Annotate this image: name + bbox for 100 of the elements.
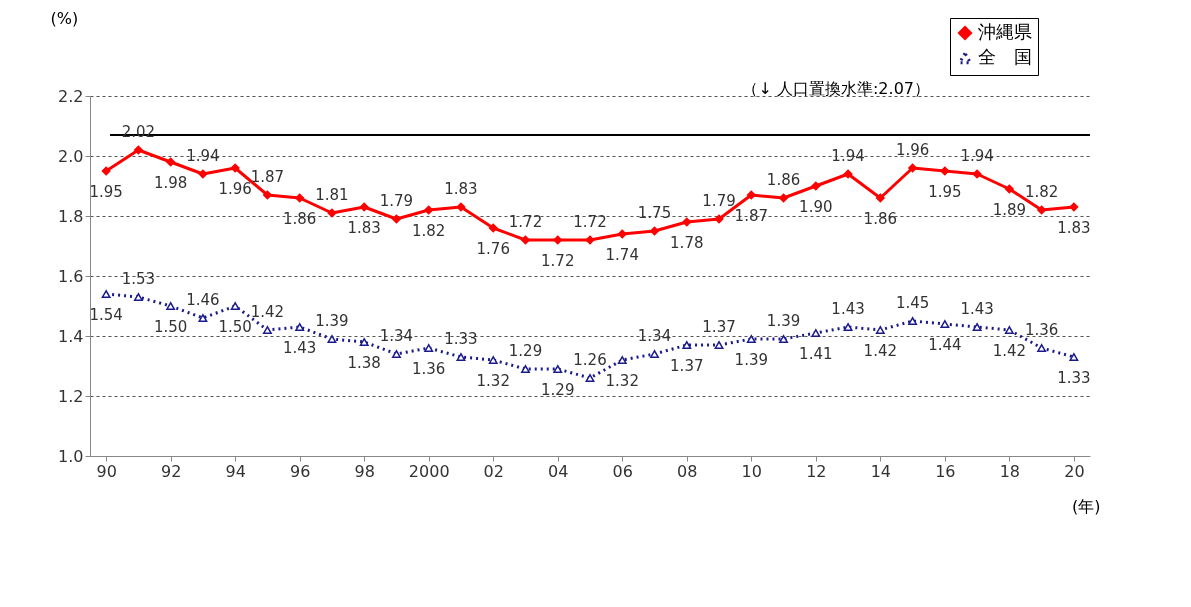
point <box>1004 326 1014 334</box>
x-tick-label: 90 <box>96 461 117 481</box>
data-label: 1.54 <box>89 306 123 324</box>
point <box>327 335 337 343</box>
x-tick-label: 96 <box>290 461 311 481</box>
data-label: 1.72 <box>573 213 607 231</box>
x-tick-label: 94 <box>225 461 246 481</box>
data-label: 1.78 <box>670 234 704 252</box>
point <box>424 205 434 215</box>
y-tick-label: 1.0 <box>58 446 84 466</box>
point <box>230 163 240 173</box>
point <box>456 202 466 212</box>
point <box>617 356 627 364</box>
point <box>875 193 885 203</box>
point <box>359 338 369 346</box>
x-tick-label: 98 <box>354 461 375 481</box>
data-label: 1.43 <box>960 300 994 318</box>
point <box>843 323 853 331</box>
x-tick-label: 92 <box>160 461 182 481</box>
y-tick-label: 1.8 <box>58 206 84 226</box>
point <box>101 290 111 298</box>
point <box>779 335 789 343</box>
data-label: 1.37 <box>702 318 736 336</box>
data-label: 1.83 <box>347 219 381 237</box>
point <box>585 374 595 382</box>
data-label: 1.29 <box>541 381 575 399</box>
data-label: 1.39 <box>734 351 768 369</box>
data-label: 1.82 <box>1024 183 1059 201</box>
data-label: 1.96 <box>218 180 252 198</box>
data-label: 1.83 <box>1057 219 1091 237</box>
data-label: 1.74 <box>605 246 639 264</box>
data-label: 1.39 <box>766 312 801 330</box>
data-label: 1.42 <box>863 342 898 360</box>
y-tick-label: 2.2 <box>58 86 84 106</box>
data-label: 1.50 <box>218 318 252 336</box>
data-label: 1.37 <box>670 357 704 375</box>
point <box>1037 205 1047 215</box>
point <box>391 350 401 358</box>
x-tick-label: 06 <box>612 461 633 481</box>
point <box>521 235 530 245</box>
point <box>391 214 401 224</box>
data-label: 1.41 <box>799 345 833 363</box>
point <box>166 157 176 167</box>
point <box>553 235 563 245</box>
y-tick-label: 2.0 <box>58 146 84 166</box>
point <box>940 166 950 176</box>
data-label: 1.79 <box>702 192 736 210</box>
point <box>650 350 659 358</box>
data-label: 1.86 <box>863 210 898 228</box>
data-label: 1.90 <box>799 198 833 216</box>
data-label: 1.36 <box>1024 321 1059 339</box>
point <box>133 293 143 301</box>
point <box>456 353 466 361</box>
point <box>230 302 240 310</box>
point <box>972 169 982 179</box>
point <box>198 169 208 179</box>
data-label: 1.95 <box>89 183 123 201</box>
point <box>714 341 724 349</box>
data-label: 1.83 <box>444 180 478 198</box>
x-tick-label: 12 <box>806 461 827 481</box>
point <box>746 190 756 200</box>
point <box>811 329 821 337</box>
data-label: 1.94 <box>831 147 865 165</box>
data-label: 1.46 <box>186 291 220 309</box>
point <box>424 344 434 352</box>
point <box>295 323 305 331</box>
data-label: 1.42 <box>992 342 1027 360</box>
point <box>650 226 659 236</box>
y-tick-label: 1.4 <box>58 326 84 346</box>
point <box>843 169 853 179</box>
y-axis-title: (%) <box>50 8 79 28</box>
data-label: 1.72 <box>508 213 543 231</box>
data-label: 1.44 <box>928 336 962 354</box>
point <box>101 166 111 176</box>
x-tick-label: 16 <box>935 461 956 481</box>
point <box>1069 202 1079 212</box>
point <box>908 163 918 173</box>
data-label: 1.33 <box>444 330 478 348</box>
data-label: 1.33 <box>1057 369 1091 387</box>
data-label: 1.45 <box>895 294 930 312</box>
data-label: 1.50 <box>153 318 188 336</box>
legend-label: 沖縄県 <box>978 21 1032 42</box>
data-label: 1.87 <box>250 168 285 186</box>
point <box>262 190 272 200</box>
data-label: 1.94 <box>186 147 220 165</box>
data-label: 1.95 <box>928 183 962 201</box>
point <box>1037 344 1047 352</box>
data-label: 1.38 <box>347 354 381 372</box>
data-label: 1.98 <box>153 174 188 192</box>
ref-line-label: （↓ 人口置換水準:2.07） <box>742 79 930 98</box>
x-tick-label: 08 <box>677 461 698 481</box>
point <box>488 223 498 233</box>
point <box>779 193 789 203</box>
point <box>166 302 176 310</box>
data-label: 1.72 <box>541 252 575 270</box>
point <box>553 365 563 373</box>
point <box>908 317 918 325</box>
data-label: 1.32 <box>605 372 639 390</box>
data-label: 1.34 <box>379 327 414 345</box>
point <box>714 214 724 224</box>
